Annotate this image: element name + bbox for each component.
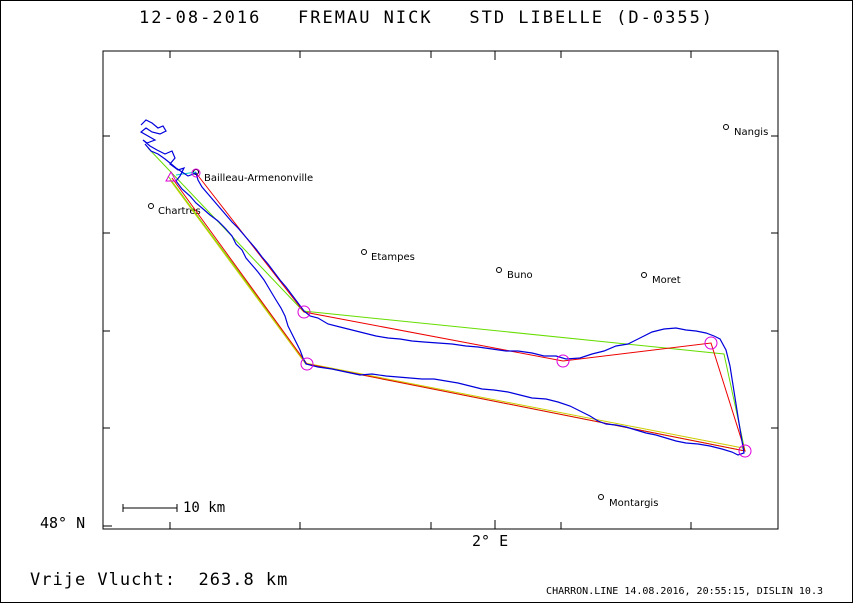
pilot-name: FREMAU NICK [298, 8, 433, 28]
turnpoint-5 [300, 357, 314, 371]
finish-triangle [165, 170, 177, 182]
turnpoints [165, 168, 752, 458]
glider-name: STD LIBELLE (D-0355) [469, 8, 715, 28]
flight-title: 12-08-2016 FREMAU NICK STD LIBELLE (D-03… [0, 8, 853, 28]
turnpoint-start [191, 168, 201, 178]
town-label-moret: Moret [652, 275, 681, 286]
course-yellow [169, 179, 744, 449]
town-label-chartres: Chartres [158, 206, 201, 217]
latitude-label: 48° N [40, 514, 86, 532]
town-chartres: Chartres [148, 203, 201, 217]
town-label-etampes: Etampes [371, 252, 415, 263]
software-credit: CHARRON.LINE 14.08.2016, 20:55:15, DISLI… [546, 586, 823, 597]
course-green [147, 147, 746, 452]
town-nangis: Nangis [723, 124, 768, 138]
course-red [171, 172, 746, 452]
turnpoint-4 [738, 444, 752, 458]
town-buno: Buno [496, 267, 533, 281]
town-bailleau: Bailleau-Armenonville [193, 169, 313, 184]
town-label-nangis: Nangis [734, 127, 768, 138]
turnpoint-3 [704, 336, 718, 350]
town-label-bailleau: Bailleau-Armenonville [204, 173, 313, 184]
flight-date: 12-08-2016 [138, 8, 262, 28]
town-label-montargis: Montargis [609, 498, 658, 509]
flight-track [139, 119, 745, 456]
axis-ticks [103, 51, 778, 529]
distance-summary: Vrije Vlucht: 263.8 km [30, 570, 289, 590]
longitude-label: 2° E [472, 532, 509, 550]
town-montargis: Montargis [598, 494, 658, 509]
towns: Nangis Bailleau-Armenonville Chartres Et… [148, 124, 768, 509]
town-etampes: Etampes [361, 249, 415, 263]
turnpoint-2 [556, 354, 570, 368]
scale-bar [122, 504, 178, 512]
turnpoint-1 [297, 305, 311, 319]
start-line [175, 171, 197, 176]
town-moret: Moret [641, 272, 681, 286]
plot-frame [102, 50, 779, 530]
scale-bar-label: 10 km [183, 500, 226, 516]
town-label-buno: Buno [507, 270, 533, 281]
